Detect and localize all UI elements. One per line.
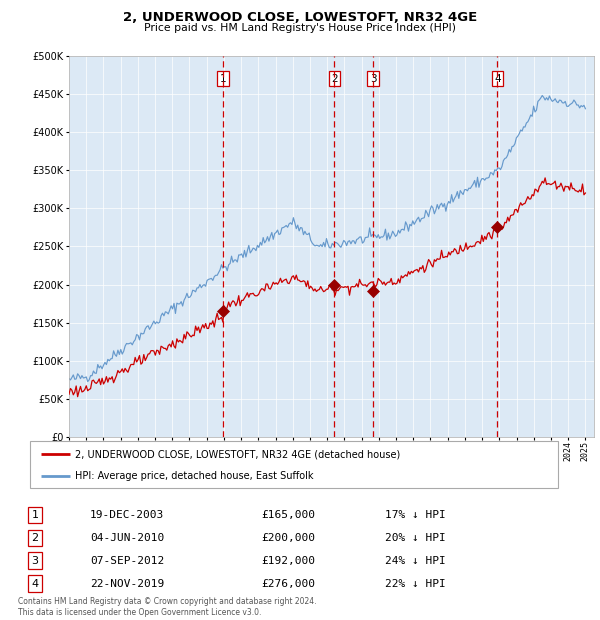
Text: 22-NOV-2019: 22-NOV-2019 [90, 578, 164, 589]
Text: HPI: Average price, detached house, East Suffolk: HPI: Average price, detached house, East… [75, 471, 313, 481]
Text: £192,000: £192,000 [262, 556, 316, 566]
Text: 2: 2 [331, 74, 338, 84]
Text: 04-JUN-2010: 04-JUN-2010 [90, 533, 164, 543]
Text: £276,000: £276,000 [262, 578, 316, 589]
Text: 2: 2 [31, 533, 38, 543]
Text: 17% ↓ HPI: 17% ↓ HPI [385, 510, 446, 520]
Text: 1: 1 [220, 74, 227, 84]
Text: 3: 3 [370, 74, 377, 84]
Text: 2, UNDERWOOD CLOSE, LOWESTOFT, NR32 4GE: 2, UNDERWOOD CLOSE, LOWESTOFT, NR32 4GE [123, 11, 477, 24]
Text: 1: 1 [32, 510, 38, 520]
Text: 20% ↓ HPI: 20% ↓ HPI [385, 533, 446, 543]
Text: 24% ↓ HPI: 24% ↓ HPI [385, 556, 446, 566]
Text: 4: 4 [31, 578, 38, 589]
Text: 19-DEC-2003: 19-DEC-2003 [90, 510, 164, 520]
Text: £165,000: £165,000 [262, 510, 316, 520]
Text: 4: 4 [494, 74, 501, 84]
Text: 22% ↓ HPI: 22% ↓ HPI [385, 578, 446, 589]
Text: 07-SEP-2012: 07-SEP-2012 [90, 556, 164, 566]
Text: £200,000: £200,000 [262, 533, 316, 543]
Text: 3: 3 [32, 556, 38, 566]
Text: Contains HM Land Registry data © Crown copyright and database right 2024.
This d: Contains HM Land Registry data © Crown c… [18, 598, 317, 617]
Text: Price paid vs. HM Land Registry's House Price Index (HPI): Price paid vs. HM Land Registry's House … [144, 23, 456, 33]
FancyBboxPatch shape [30, 441, 558, 488]
Text: 2, UNDERWOOD CLOSE, LOWESTOFT, NR32 4GE (detached house): 2, UNDERWOOD CLOSE, LOWESTOFT, NR32 4GE … [75, 450, 400, 459]
